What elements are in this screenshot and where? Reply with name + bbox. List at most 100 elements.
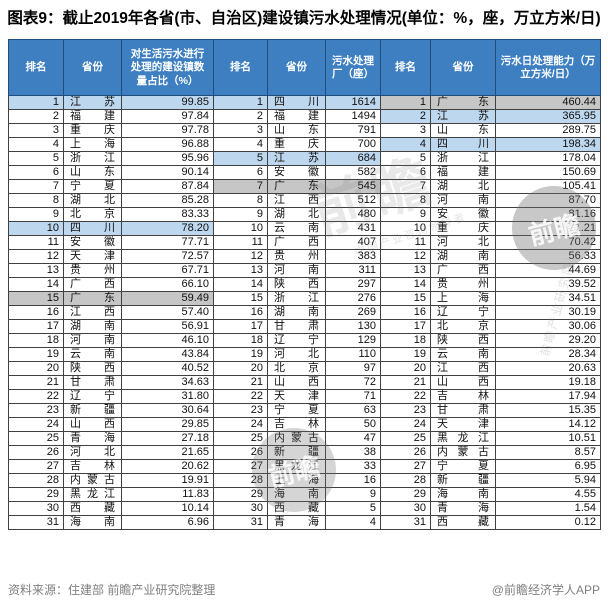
value-cell: 30.64 — [121, 403, 214, 419]
table-row: 27 吉林 20.62 27 黑龙江 33 27 宁夏 6.95 — [8, 459, 601, 475]
rank-cell: 14 — [8, 277, 64, 293]
province-cell: 陕西 — [267, 277, 326, 293]
province-cell: 河南 — [267, 263, 326, 279]
rank-cell: 7 — [380, 179, 431, 195]
value-cell: 150.69 — [495, 165, 601, 181]
value-cell: 34.51 — [495, 291, 601, 307]
value-cell: 21.65 — [121, 445, 214, 461]
rank-cell: 26 — [8, 445, 64, 461]
value-cell: 178.04 — [495, 151, 601, 167]
province-cell: 河北 — [63, 445, 122, 461]
value-cell: 66.10 — [121, 277, 214, 293]
province-cell: 广东 — [430, 95, 496, 111]
value-cell: 269 — [325, 305, 381, 321]
province-cell: 河南 — [430, 193, 496, 209]
rank-cell: 10 — [380, 221, 431, 237]
province-cell: 山西 — [63, 417, 122, 433]
province-cell: 吉林 — [430, 389, 496, 405]
value-cell: 16 — [325, 473, 381, 489]
province-cell: 四川 — [267, 95, 326, 111]
rank-cell: 7 — [8, 179, 64, 195]
province-cell: 广东 — [267, 179, 326, 195]
province-cell: 青海 — [267, 515, 326, 531]
value-cell: 110 — [325, 347, 381, 363]
province-cell: 四川 — [63, 221, 122, 237]
province-cell: 湖北 — [430, 179, 496, 195]
rank-cell: 9 — [213, 207, 268, 223]
province-cell: 青海 — [430, 501, 496, 517]
rank-cell: 10 — [213, 221, 268, 237]
province-column-header-g3: 省份 — [430, 39, 496, 97]
table-row: 8 湖北 85.28 8 江西 512 8 河南 87.70 — [8, 193, 601, 209]
value-cell: 1.54 — [495, 501, 601, 517]
value-cell: 99.85 — [121, 95, 214, 111]
value-cell: 10.51 — [495, 431, 601, 447]
value-cell: 78.20 — [121, 221, 214, 237]
province-cell: 重庆 — [267, 137, 326, 153]
value-cell: 4.55 — [495, 487, 601, 503]
value-cell: 407 — [325, 235, 381, 251]
value-cell: 15.35 — [495, 403, 601, 419]
value-cell: 87.84 — [121, 179, 214, 195]
rank-cell: 1 — [380, 95, 431, 111]
rank-cell: 2 — [213, 109, 268, 125]
wastewater-table: 排名 省份 对生活污水进行处理的建设镇数量占比（%） 排名 省份 污水处理厂（座） 排名 省份… — [8, 39, 601, 531]
province-cell: 福建 — [63, 109, 122, 125]
province-cell: 贵州 — [267, 249, 326, 265]
province-cell: 上海 — [267, 473, 326, 489]
province-cell: 重庆 — [63, 123, 122, 139]
province-cell: 广东 — [63, 291, 122, 307]
value-cell: 276 — [325, 291, 381, 307]
value-cell: 6.95 — [495, 459, 601, 475]
rank-cell: 21 — [213, 375, 268, 391]
province-cell: 宁夏 — [63, 179, 122, 195]
table-row: 19 云南 43.84 19 河北 110 19 云南 28.34 — [8, 347, 601, 363]
rank-cell: 17 — [213, 319, 268, 335]
province-cell: 内蒙古 — [267, 431, 326, 447]
rank-cell: 19 — [213, 347, 268, 363]
rank-cell: 27 — [380, 459, 431, 475]
value-cell: 4 — [325, 515, 381, 531]
table-body: 1 江苏 99.85 1 四川 1614 1 广东 460.44 2 福建 97.84 2 福建 1494 2… — [8, 95, 601, 531]
rank-cell: 26 — [213, 445, 268, 461]
value-cell: 38 — [325, 445, 381, 461]
province-cell: 天津 — [430, 417, 496, 433]
rank-cell: 24 — [8, 417, 64, 433]
value-cell: 20.63 — [495, 361, 601, 377]
rank-cell: 28 — [380, 473, 431, 489]
province-cell: 湖南 — [267, 305, 326, 321]
province-cell: 湖南 — [63, 319, 122, 335]
rank-cell: 12 — [8, 249, 64, 265]
province-cell: 江西 — [430, 361, 496, 377]
rank-cell: 4 — [8, 137, 64, 153]
value-cell: 28.34 — [495, 347, 601, 363]
value-cell: 0.12 — [495, 515, 601, 531]
rank-cell: 16 — [213, 305, 268, 321]
province-column-header-g2: 省份 — [267, 39, 326, 97]
rank-cell: 8 — [213, 193, 268, 209]
province-cell: 广西 — [63, 277, 122, 293]
rank-cell: 13 — [380, 263, 431, 279]
table-row: 31 海南 6.96 31 青海 4 31 西藏 0.12 — [8, 515, 601, 531]
province-cell: 江西 — [267, 193, 326, 209]
rank-cell: 22 — [380, 389, 431, 405]
rank-cell: 29 — [213, 487, 268, 503]
value-cell: 83.33 — [121, 207, 214, 223]
value-cell: 297 — [325, 277, 381, 293]
province-cell: 陕西 — [63, 361, 122, 377]
value-cell: 97.78 — [121, 123, 214, 139]
province-cell: 青海 — [63, 431, 122, 447]
value-cell: 19.91 — [121, 473, 214, 489]
table-row: 28 内蒙古 19.91 28 上海 16 28 新疆 5.94 — [8, 473, 601, 489]
rank-cell: 24 — [213, 417, 268, 433]
rank-cell: 11 — [213, 235, 268, 251]
table-row: 13 贵州 67.71 13 河南 311 13 广西 44.69 — [8, 263, 601, 279]
province-cell: 浙江 — [63, 151, 122, 167]
value-cell: 63 — [325, 403, 381, 419]
rank-cell: 8 — [8, 193, 64, 209]
value-cell: 289.75 — [495, 123, 601, 139]
value-cell: 10.14 — [121, 501, 214, 517]
rank-cell: 24 — [380, 417, 431, 433]
rank-cell: 30 — [380, 501, 431, 517]
value-cell: 71 — [325, 389, 381, 405]
